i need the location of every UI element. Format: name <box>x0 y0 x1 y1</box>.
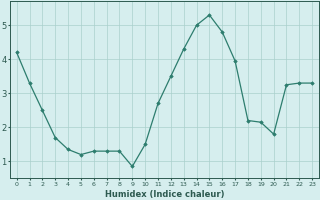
X-axis label: Humidex (Indice chaleur): Humidex (Indice chaleur) <box>105 190 224 199</box>
